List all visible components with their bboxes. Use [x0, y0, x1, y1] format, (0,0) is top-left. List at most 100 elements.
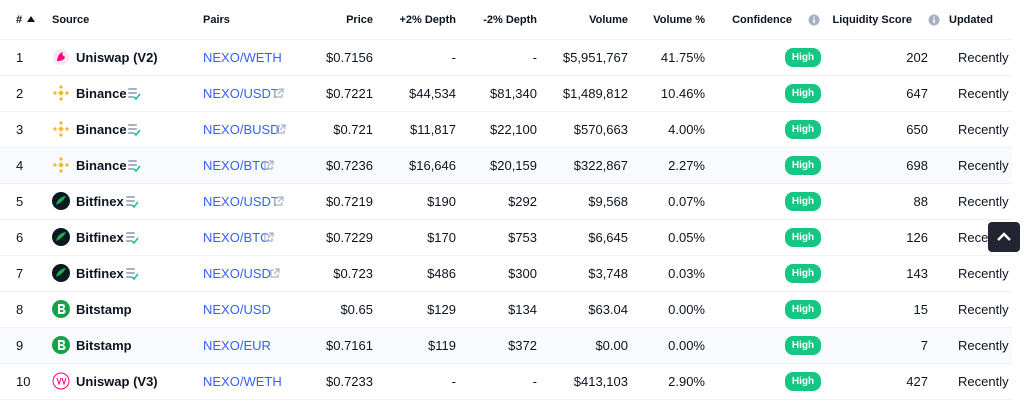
exchange-name[interactable]: Bitfinex — [76, 194, 124, 209]
pair-link[interactable]: NEXO/USDT — [203, 194, 279, 209]
verified-icon — [128, 160, 141, 172]
header-cell[interactable]: Price — [346, 13, 373, 26]
confidence-badge: High — [784, 84, 822, 103]
table-row: 5 Bitfinex NEXO/USDT $0.7219 $190 $292 $9,568 0… — [0, 184, 1012, 220]
table-cell: $129 — [427, 302, 456, 317]
header-cell[interactable]: Volume % — [653, 13, 705, 26]
pair-link[interactable]: NEXO/USDT — [203, 86, 279, 101]
table-row: 10 Uniswap (V3) NEXO/WETH $0.7233 - - $413,103… — [0, 364, 1012, 400]
verified-icon — [128, 124, 141, 136]
pair-link[interactable]: NEXO/WETH — [203, 374, 282, 389]
pair-link[interactable]: NEXO/WETH — [203, 50, 282, 65]
table-cell: $119 — [428, 338, 456, 353]
table-cell: Recently — [958, 86, 1009, 101]
header-cell: Pairs — [203, 13, 230, 26]
table-cell: $0.7156 — [326, 50, 373, 65]
confidence-badge: High — [784, 192, 822, 211]
header-cell[interactable]: Liquidity Score — [832, 13, 912, 26]
exchange-name[interactable]: Bitfinex — [76, 266, 124, 281]
cell: High — [763, 148, 843, 183]
exchange-name[interactable]: Binance — [76, 158, 127, 173]
table-cell: $134 — [508, 302, 537, 317]
table-cell: $16,646 — [409, 158, 456, 173]
exchange-name[interactable]: Bitstamp — [76, 302, 132, 317]
table-cell: $81,340 — [490, 86, 537, 101]
verified-icon — [126, 232, 139, 244]
table-cell: $9,568 — [588, 194, 628, 209]
exchange-name[interactable]: Uniswap (V3) — [76, 374, 158, 389]
table-cell: $3,748 — [588, 266, 628, 281]
table-cell: 10.46% — [660, 86, 705, 101]
table-row: 4 Binance NEXO/BTC $0.7236 $16,646 $20,159 $32… — [0, 148, 1012, 184]
header-cell[interactable]: Updated — [949, 13, 993, 26]
table-cell: 3 — [16, 122, 24, 137]
table-cell: 0.00% — [668, 338, 705, 353]
exchange-name[interactable]: Binance — [76, 86, 127, 101]
cell: Bitfinex — [76, 256, 124, 291]
table-cell: $0.00 — [595, 338, 628, 353]
table-cell: 88 — [913, 194, 928, 209]
cell: High — [763, 328, 843, 363]
table-row: 9 Bitstamp NEXO/EUR $0.7161 $119 $372 $0.00 0.0… — [0, 328, 1012, 364]
pair-link[interactable]: NEXO/EUR — [203, 338, 271, 353]
header-cell[interactable]: # — [16, 13, 23, 26]
confidence-badge: High — [784, 264, 822, 283]
table-cell: 41.75% — [660, 50, 705, 65]
table-cell: 7 — [920, 338, 928, 353]
table-cell: Recently — [958, 158, 1009, 173]
exchange-name[interactable]: Bitfinex — [76, 230, 124, 245]
table-cell: 650 — [906, 122, 928, 137]
table-cell: 126 — [906, 230, 928, 245]
pair-link[interactable]: NEXO/USD — [203, 266, 271, 281]
header-cell[interactable]: +2% Depth — [399, 13, 456, 26]
exchange-name[interactable]: Bitstamp — [76, 338, 132, 353]
table-cell: - — [451, 374, 456, 389]
cell: High — [763, 364, 843, 399]
table-cell: $0.7229 — [326, 230, 373, 245]
table-cell: $570,663 — [573, 122, 628, 137]
table-cell: - — [532, 374, 537, 389]
exchange-name[interactable]: Binance — [76, 122, 127, 137]
table-cell: 647 — [906, 86, 928, 101]
scroll-top-button[interactable] — [988, 222, 1020, 252]
info-icon — [928, 14, 940, 26]
table-cell: 143 — [906, 266, 928, 281]
table-cell: 9 — [16, 338, 24, 353]
header-cell[interactable]: -2% Depth — [483, 13, 537, 26]
pair-link[interactable]: NEXO/BTC — [203, 158, 270, 173]
external-link-icon — [274, 88, 284, 98]
exchange-logo — [52, 264, 70, 282]
pair-link[interactable]: NEXO/BTC — [203, 230, 270, 245]
table-cell: $0.7161 — [326, 338, 373, 353]
exchange-logo — [52, 120, 70, 138]
exchange-logo — [52, 372, 70, 390]
external-link-icon — [276, 124, 286, 134]
table-cell: - — [532, 50, 537, 65]
cell: NEXO/USDT — [203, 184, 279, 219]
table-cell: 6 — [16, 230, 24, 245]
table-row: 3 Binance NEXO/BUSD $0.721 $11,817 $22,100 $57… — [0, 112, 1012, 148]
exchange-logo — [52, 336, 70, 354]
table-cell: 202 — [906, 50, 928, 65]
cell: High — [763, 256, 843, 291]
table-cell: 0.03% — [668, 266, 705, 281]
external-link-icon — [264, 232, 274, 242]
table-cell: $292 — [508, 194, 537, 209]
table-cell: $753 — [508, 230, 537, 245]
header-cell[interactable]: Volume — [589, 13, 628, 26]
pair-link[interactable]: NEXO/BUSD — [203, 122, 280, 137]
cell: High — [763, 40, 843, 75]
cell: High — [763, 220, 843, 255]
table-cell: Recently — [958, 338, 1009, 353]
table-cell: 7 — [16, 266, 24, 281]
table-cell: $300 — [508, 266, 537, 281]
confidence-badge: High — [784, 156, 822, 175]
exchange-logo — [52, 84, 70, 102]
info-icon — [808, 14, 820, 26]
external-link-icon — [264, 160, 274, 170]
table-cell: 427 — [906, 374, 928, 389]
exchange-name[interactable]: Uniswap (V2) — [76, 50, 158, 65]
exchange-logo — [53, 49, 69, 65]
pair-link[interactable]: NEXO/USD — [203, 302, 271, 317]
header-cell[interactable]: Confidence — [732, 13, 792, 26]
